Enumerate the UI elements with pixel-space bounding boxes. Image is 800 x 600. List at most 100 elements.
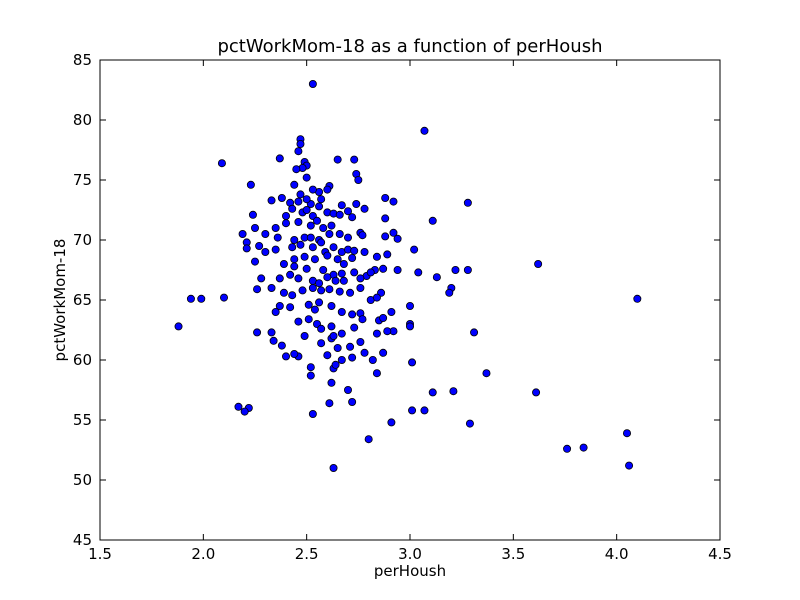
data-point — [379, 348, 388, 357]
data-point — [337, 307, 346, 316]
data-point — [271, 223, 280, 232]
data-point — [253, 328, 262, 337]
data-point — [383, 250, 392, 259]
data-point — [350, 323, 359, 332]
data-point — [337, 201, 346, 210]
data-point — [317, 339, 326, 348]
y-tick-label: 70 — [73, 231, 92, 249]
data-point — [358, 231, 367, 240]
data-point — [292, 165, 301, 174]
data-point — [337, 269, 346, 278]
data-point — [294, 217, 303, 226]
data-point — [360, 204, 369, 213]
data-point — [329, 463, 338, 472]
data-point — [281, 219, 290, 228]
y-tick-label: 85 — [73, 51, 92, 69]
y-tick-label: 75 — [73, 171, 92, 189]
data-point — [250, 257, 259, 266]
data-point — [323, 273, 332, 282]
data-point — [286, 303, 295, 312]
y-tick-label: 80 — [73, 111, 92, 129]
data-point — [323, 351, 332, 360]
data-point — [327, 221, 336, 230]
data-point — [470, 328, 479, 337]
data-point — [331, 276, 340, 285]
data-point — [306, 221, 315, 230]
data-point — [432, 273, 441, 282]
data-point — [323, 251, 332, 260]
data-point — [387, 307, 396, 316]
data-point — [405, 301, 414, 310]
data-point — [255, 241, 264, 250]
data-point — [250, 223, 259, 232]
data-point — [451, 265, 460, 274]
data-point — [393, 234, 402, 243]
data-point — [242, 244, 251, 253]
y-tick-label: 45 — [73, 531, 92, 549]
x-axis-label: perHoush — [374, 562, 446, 580]
data-point — [248, 210, 257, 219]
data-point — [279, 288, 288, 297]
data-point — [379, 264, 388, 273]
data-point — [408, 358, 417, 367]
data-point — [290, 180, 299, 189]
y-tick-label: 65 — [73, 291, 92, 309]
data-point — [333, 155, 342, 164]
data-point — [174, 322, 183, 331]
data-point — [323, 185, 332, 194]
data-point — [337, 355, 346, 364]
data-point — [325, 285, 334, 294]
data-point — [381, 214, 390, 223]
data-point — [327, 378, 336, 387]
data-point — [381, 193, 390, 202]
data-point — [310, 305, 319, 314]
data-point — [302, 205, 311, 214]
data-point — [343, 385, 352, 394]
data-point — [317, 324, 326, 333]
data-point — [532, 388, 541, 397]
data-point — [277, 193, 286, 202]
data-point — [304, 315, 313, 324]
data-point — [294, 317, 303, 326]
data-point — [281, 352, 290, 361]
data-point — [383, 327, 392, 336]
data-point — [300, 331, 309, 340]
data-point — [281, 211, 290, 220]
data-point — [348, 310, 357, 319]
data-point — [366, 268, 375, 277]
data-point — [240, 407, 249, 416]
data-point — [339, 276, 348, 285]
x-tick-label: 2.0 — [191, 545, 215, 563]
data-point — [288, 243, 297, 252]
data-point — [317, 238, 326, 247]
data-point — [343, 207, 352, 216]
data-point — [348, 353, 357, 362]
data-point — [360, 348, 369, 357]
x-tick-label: 2.5 — [295, 545, 319, 563]
data-point — [356, 337, 365, 346]
data-point — [420, 406, 429, 415]
data-point — [302, 173, 311, 182]
data-point — [290, 235, 299, 244]
data-point — [354, 175, 363, 184]
data-point — [267, 283, 276, 292]
data-point — [186, 294, 195, 303]
data-point — [246, 180, 255, 189]
data-point — [325, 229, 334, 238]
data-point — [348, 253, 357, 262]
data-point — [393, 265, 402, 274]
data-point — [579, 443, 588, 452]
y-tick-label: 60 — [73, 351, 92, 369]
data-point — [372, 252, 381, 261]
data-point — [358, 315, 367, 324]
data-point — [300, 252, 309, 261]
data-point — [306, 233, 315, 242]
data-point — [294, 197, 303, 206]
data-point — [372, 369, 381, 378]
data-point — [428, 388, 437, 397]
data-point — [465, 419, 474, 428]
data-point — [312, 216, 321, 225]
data-point — [327, 301, 336, 310]
data-point — [319, 223, 328, 232]
data-point — [296, 190, 305, 199]
